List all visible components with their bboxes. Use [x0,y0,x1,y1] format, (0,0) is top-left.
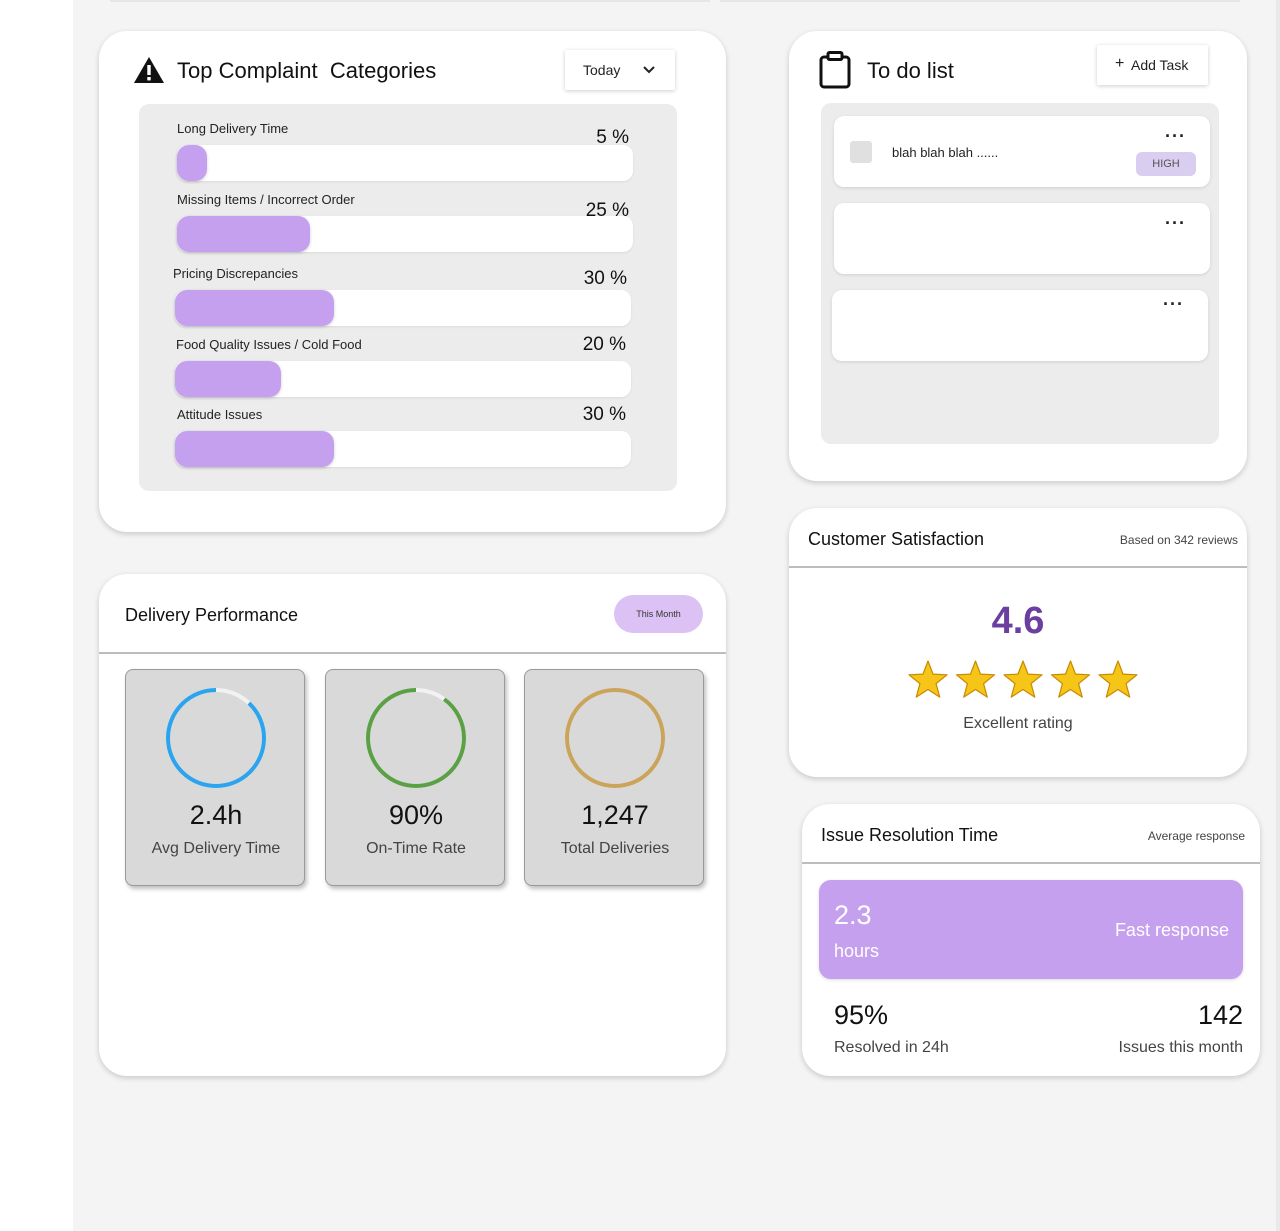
star-icon [908,660,948,698]
complaint-bar-track [177,145,633,181]
chevron-down-icon [643,66,655,74]
complaint-label: Missing Items / Incorrect Order [177,192,355,207]
complaint-bar-track [177,216,633,252]
complaint-percent: 5 % [596,127,629,148]
todo-card: To do list + Add Task blah blah blah ...… [789,31,1247,481]
satisfaction-title: Customer Satisfaction [808,529,985,549]
complaint-label: Pricing Discrepancies [173,266,298,281]
resolution-title: Issue Resolution Time [821,825,999,845]
stat-card: 1,247 Total Deliveries [524,669,704,886]
complaint-row: Long Delivery Time 5 % [177,121,637,191]
warning-icon [134,57,164,83]
star-icon [1050,660,1091,698]
more-options-icon[interactable]: ··· [1163,294,1184,314]
scrollbar-track[interactable] [1276,0,1280,1231]
plus-icon: + [1115,55,1125,72]
period-dropdown[interactable]: Today [565,50,675,90]
complaint-bars-panel: Long Delivery Time 5 % Missing Items / I… [139,104,677,491]
complaint-label: Long Delivery Time [177,121,289,136]
stat-value: 2.4h [189,800,243,830]
todo-title: To do list [867,58,954,83]
task-item[interactable]: blah blah blah ...... ··· HIGH [834,116,1210,187]
stat-label: Total Deliveries [560,840,670,857]
task-list: blah blah blah ...... ··· HIGH ··· ··· [821,103,1219,444]
stat-card: 90% On-Time Rate [325,669,505,886]
resolution-header: Issue Resolution Time Average response [802,804,1260,864]
satisfaction-header: Customer Satisfaction Based on 342 revie… [789,508,1247,568]
more-options-icon[interactable]: ··· [1165,213,1186,233]
complaint-percent: 30 % [582,404,626,425]
clipboard-icon [819,51,851,89]
complaint-row: Missing Items / Incorrect Order 25 % [177,192,637,262]
complaint-bar-fill [177,145,207,181]
resolved-percent: 95% [834,1000,889,1030]
complaint-percent: 30 % [583,268,627,289]
task-checkbox[interactable] [850,141,872,163]
complaint-row: Attitude Issues 30 % [175,404,637,477]
stat-value: 1,247 [581,800,649,830]
progress-ring-arc [366,688,466,788]
delivery-header: Delivery Performance This Month [99,574,726,654]
average-response-unit: hours [834,941,880,961]
issues-count: 142 [1197,1000,1243,1030]
complaint-label: Attitude Issues [177,407,263,422]
complaint-bar-fill [175,431,334,467]
response-speed-tag: Fast response [1114,920,1229,940]
complaints-title: Top Complaint Categories [177,58,437,83]
task-item[interactable]: ··· [832,290,1208,361]
review-count: Based on 342 reviews [1119,533,1238,547]
star-icon [1003,660,1043,698]
issues-label: Issues this month [1118,1039,1244,1056]
progress-ring [166,688,266,788]
stat-value: 90% [388,800,444,830]
progress-ring-arc [166,688,266,788]
resolved-label: Resolved in 24h [834,1039,949,1056]
complaint-bar-track [175,431,631,467]
issue-resolution-card: Issue Resolution Time Average response 2… [802,804,1260,1076]
complaint-label: Food Quality Issues / Cold Food [176,337,362,352]
card-edge-top-right [720,0,1240,2]
average-response-value: 2.3 [834,900,872,930]
complaint-percent: 20 % [582,334,626,355]
star-icon [1098,660,1138,698]
task-text: blah blah blah ...... [892,145,999,160]
complaint-percent: 25 % [585,200,629,221]
star-rating [908,660,1138,698]
period-button[interactable]: This Month [614,595,703,633]
progress-ring [366,688,466,788]
complaint-row: Food Quality Issues / Cold Food 20 % [175,334,636,407]
stat-label: On-Time Rate [366,840,466,857]
add-task-label: Add Task [1131,57,1189,73]
average-response-panel: 2.3 hours Fast response [819,880,1243,979]
complaint-bar-track [175,361,631,397]
stat-label: Avg Delivery Time [151,840,281,857]
card-edge-top-left [110,0,710,2]
rating-description: Excellent rating [963,715,1073,732]
star-icon [955,660,996,698]
complaint-categories-card: Top Complaint Categories Today Long Deli… [99,31,726,532]
progress-ring [565,688,665,788]
stat-card: 2.4h Avg Delivery Time [125,669,305,886]
complaint-bar-fill [177,216,310,252]
priority-badge: HIGH [1136,152,1196,176]
delivery-performance-card: Delivery Performance This Month 2.4h Avg… [99,574,726,1076]
add-task-button[interactable]: + Add Task [1097,45,1208,85]
period-dropdown-label: Today [583,62,621,78]
complaint-bar-track [175,290,631,326]
complaint-bar-fill [175,361,281,397]
average-rating: 4.6 [991,600,1045,642]
more-options-icon[interactable]: ··· [1165,126,1186,146]
complaint-row: Pricing Discrepancies 30 % [173,266,633,336]
task-item[interactable]: ··· [834,203,1210,274]
customer-satisfaction-card: Customer Satisfaction Based on 342 revie… [789,508,1247,777]
resolution-subtitle: Average response [1147,829,1245,843]
left-sidebar [0,0,73,1231]
complaint-bar-fill [175,290,334,326]
progress-ring-arc [565,688,665,788]
delivery-title: Delivery Performance [125,605,299,625]
